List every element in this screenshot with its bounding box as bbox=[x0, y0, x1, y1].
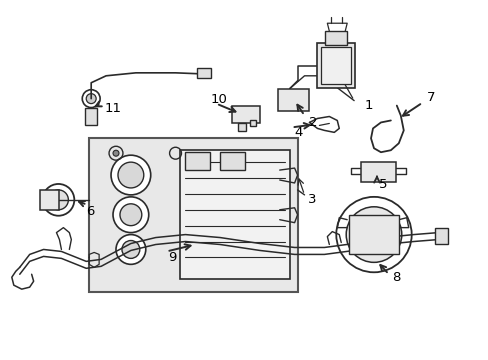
Circle shape bbox=[113, 197, 148, 233]
Circle shape bbox=[111, 155, 150, 195]
Circle shape bbox=[113, 150, 119, 156]
Text: 7: 7 bbox=[426, 91, 434, 104]
Circle shape bbox=[120, 204, 142, 226]
Text: 11: 11 bbox=[104, 102, 121, 115]
Circle shape bbox=[42, 184, 74, 216]
Text: 2: 2 bbox=[309, 116, 317, 129]
Circle shape bbox=[48, 190, 68, 210]
Text: 4: 4 bbox=[294, 126, 303, 139]
Text: 6: 6 bbox=[86, 205, 94, 218]
Bar bbox=[185, 152, 210, 170]
Circle shape bbox=[116, 235, 145, 264]
Bar bbox=[180, 150, 289, 279]
Bar bbox=[325, 31, 346, 45]
Bar bbox=[220, 152, 244, 170]
Text: 1: 1 bbox=[364, 99, 372, 112]
Circle shape bbox=[122, 240, 140, 258]
Text: 8: 8 bbox=[391, 271, 399, 284]
Circle shape bbox=[82, 90, 100, 108]
Bar bbox=[321, 47, 350, 84]
Bar bbox=[40, 190, 60, 210]
Bar bbox=[348, 215, 398, 255]
Text: 10: 10 bbox=[210, 93, 227, 106]
Circle shape bbox=[346, 207, 401, 262]
Bar bbox=[277, 89, 309, 111]
Bar bbox=[85, 108, 97, 125]
Text: 5: 5 bbox=[378, 179, 386, 192]
Text: 3: 3 bbox=[307, 193, 315, 206]
Bar bbox=[434, 228, 447, 243]
Circle shape bbox=[118, 162, 143, 188]
Bar bbox=[232, 105, 259, 123]
Bar bbox=[317, 43, 354, 88]
Circle shape bbox=[86, 94, 96, 104]
Bar bbox=[249, 121, 255, 126]
Bar bbox=[360, 162, 395, 182]
Bar bbox=[197, 68, 211, 78]
Bar bbox=[89, 138, 297, 292]
Text: 9: 9 bbox=[168, 251, 177, 264]
Circle shape bbox=[336, 197, 411, 272]
Bar bbox=[238, 123, 245, 131]
